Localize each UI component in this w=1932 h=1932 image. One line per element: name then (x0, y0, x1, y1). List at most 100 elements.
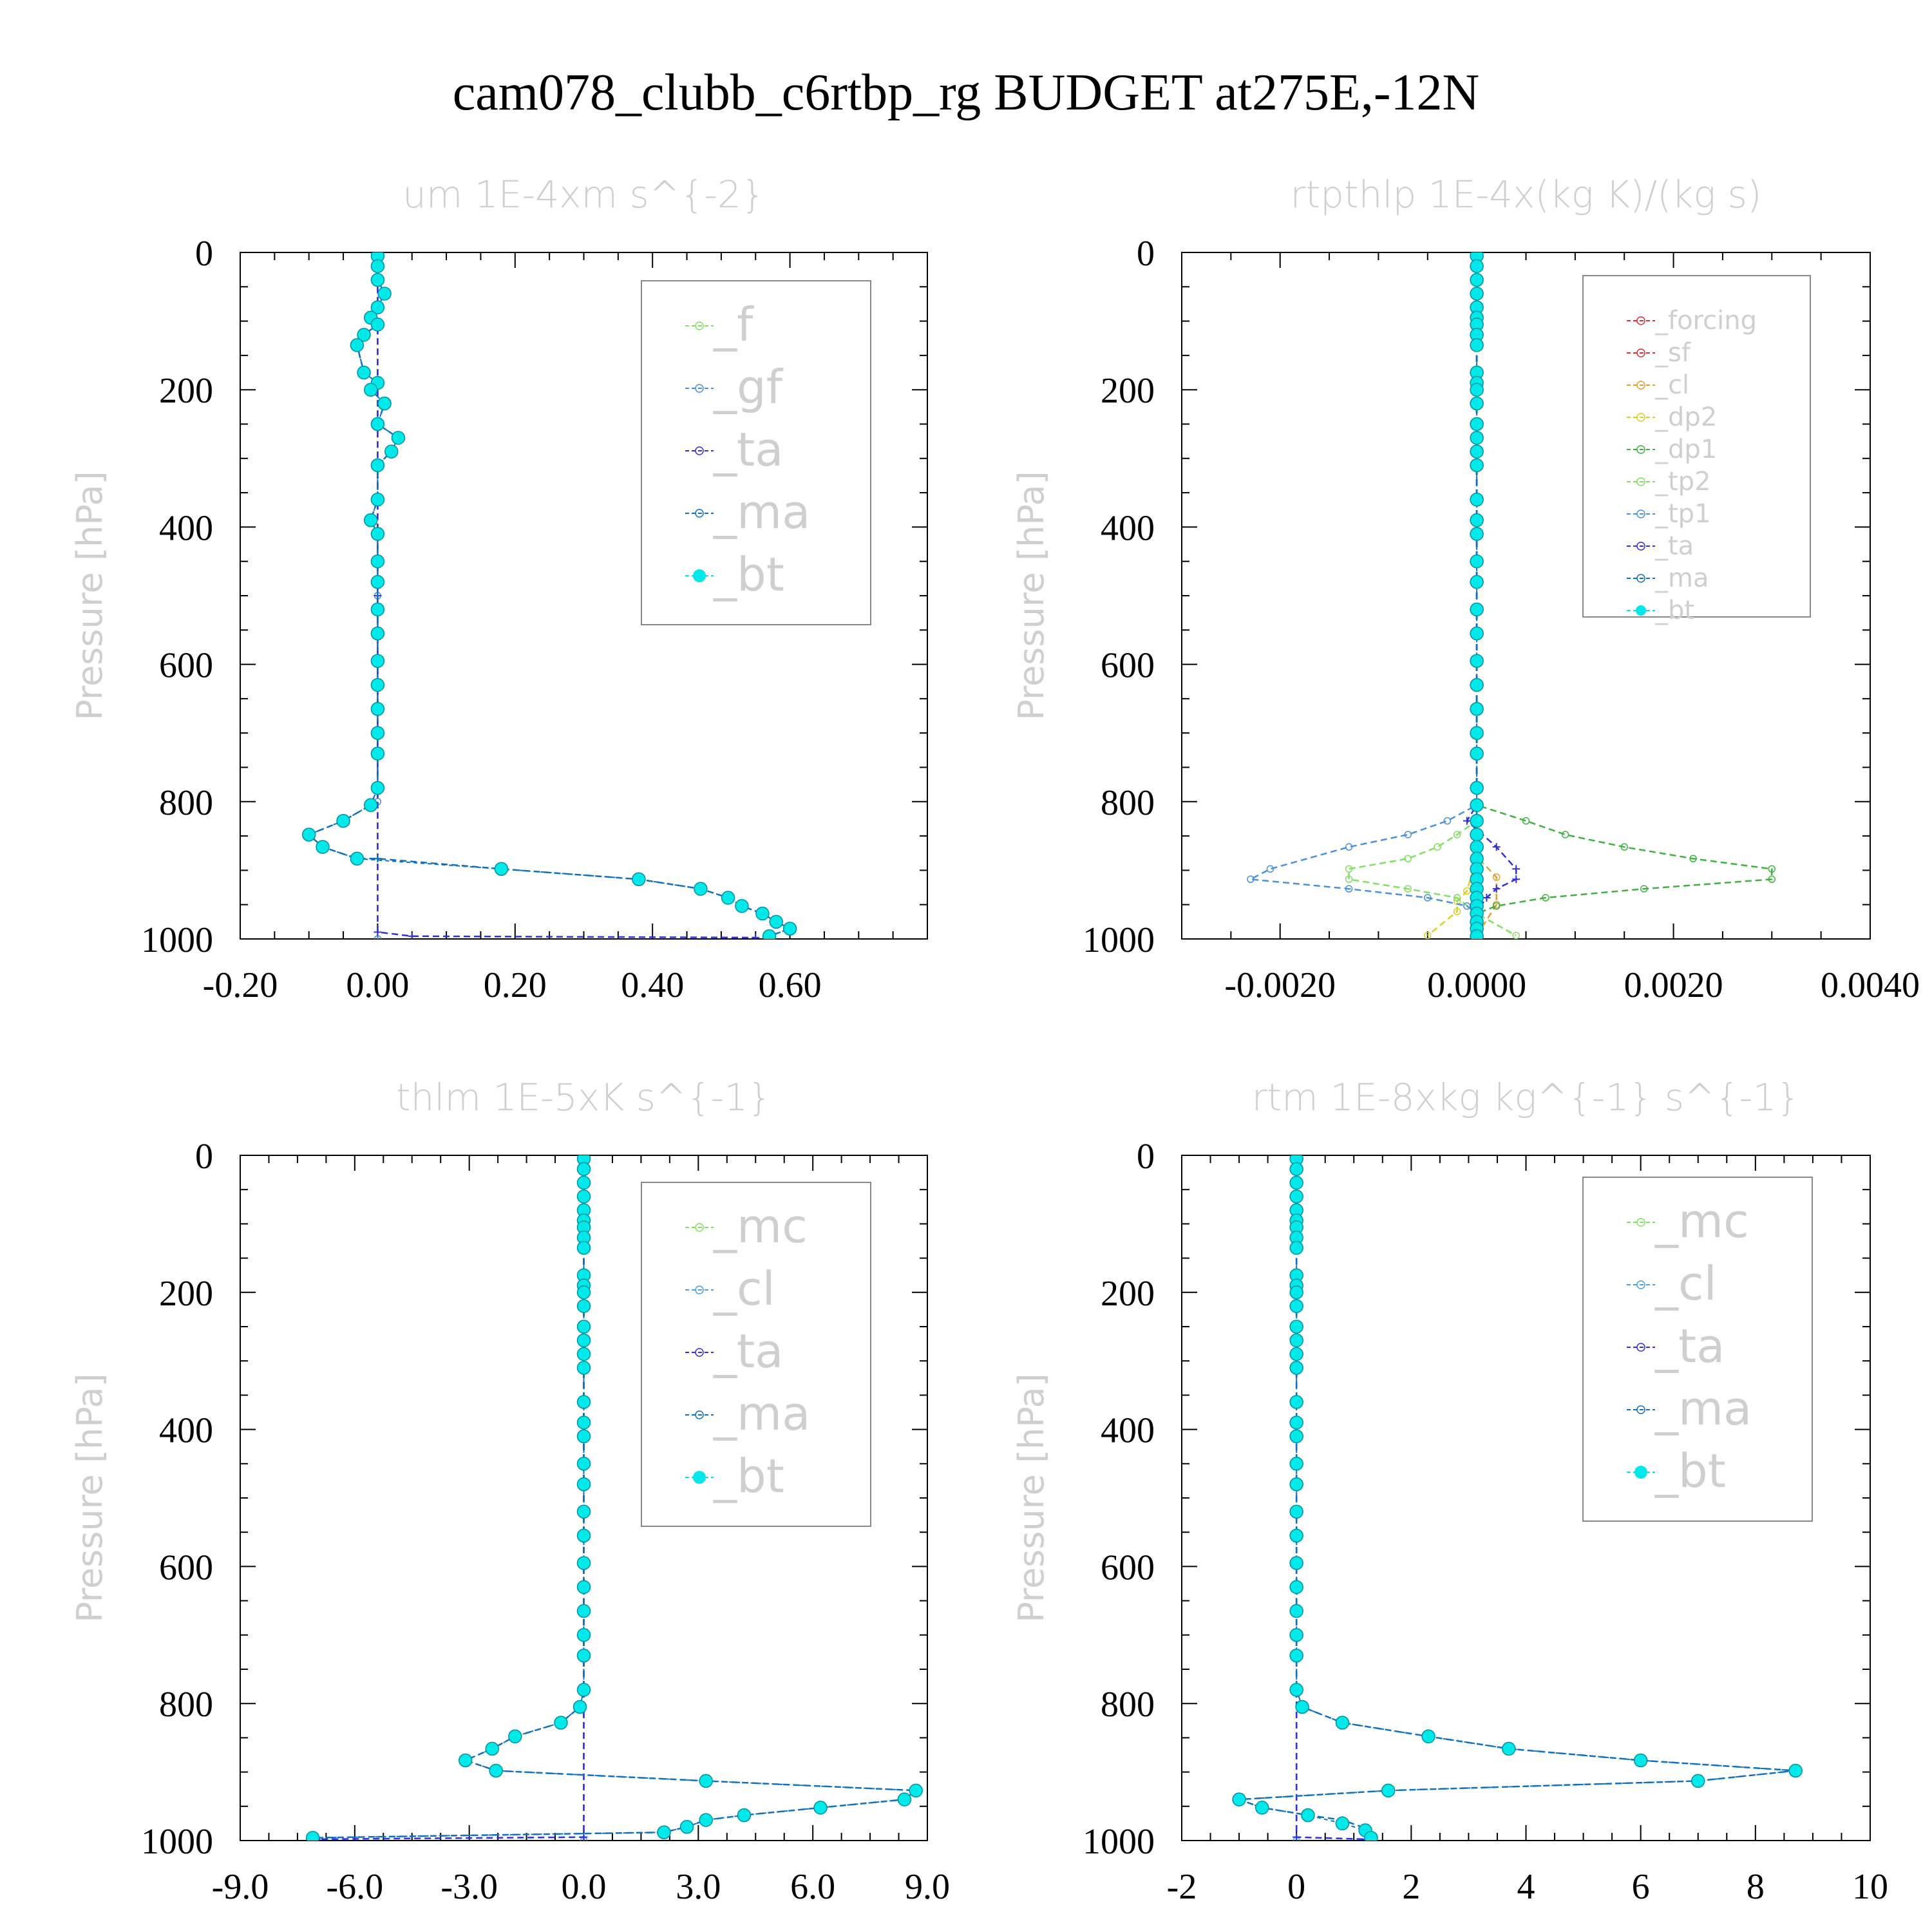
x-tick-label: 2 (1402, 1867, 1420, 1907)
data-point-bt (370, 781, 385, 795)
data-point-tp1 (1424, 894, 1432, 902)
data-point-bt (576, 1240, 591, 1255)
panel-3: thlm 1E-5xK s^{-1} Pressure [hPa] 0 200 400 6… (70, 1075, 950, 1907)
legend-label: _dp2 (1654, 402, 1717, 432)
data-point-bt (721, 891, 735, 905)
x-tick-label: 3.0 (676, 1867, 721, 1907)
data-point-dp1 (1768, 875, 1776, 884)
legend-marker (1636, 413, 1645, 422)
data-point-bt (1691, 1774, 1705, 1788)
data-point-bt (576, 1175, 591, 1190)
legend-label: _mc (1654, 1194, 1749, 1248)
data-point-dp1 (1689, 855, 1697, 863)
data-point-bt (1470, 527, 1484, 541)
data-point-bt (576, 1347, 591, 1361)
data-point-dp1 (1640, 885, 1648, 893)
legend-label: _dp1 (1654, 435, 1717, 464)
data-point-dp1 (1620, 843, 1628, 851)
data-point-bt (1470, 840, 1484, 854)
legend-label: _ma (1654, 564, 1709, 593)
data-point-bt (1289, 1361, 1303, 1375)
x-tick-label: 0.0040 (1821, 965, 1920, 1005)
data-point-bt (301, 828, 316, 842)
data-point-bt (489, 1763, 503, 1778)
data-point-bt (1289, 1628, 1303, 1642)
data-point-tp2 (1512, 931, 1520, 939)
data-point-bt (370, 602, 385, 617)
data-point-tp1 (1404, 831, 1412, 838)
x-tick-label: -6.0 (327, 1867, 384, 1907)
x-tick-label: 0 (1287, 1867, 1305, 1907)
legend-label: _bt (713, 547, 784, 601)
data-point-bt (576, 1628, 591, 1642)
y-tick-label: 600 (159, 1548, 213, 1587)
data-point-bt (1289, 1395, 1303, 1409)
y-tick-label: 1000 (1083, 920, 1155, 960)
data-point-dp1 (1542, 894, 1549, 902)
series-line-tp1 (1247, 252, 1478, 914)
data-point-bt (458, 1753, 473, 1768)
data-point-bt (1289, 1240, 1303, 1255)
y-tick-label: 0 (195, 234, 213, 274)
legend-marker (1636, 605, 1646, 616)
legend-label: _bt (1654, 1444, 1726, 1498)
legend-label: _mc (713, 1199, 808, 1253)
data-point-bt (1470, 396, 1484, 411)
legend-marker (1636, 542, 1645, 551)
data-point-bt (377, 287, 392, 301)
data-point-bt (370, 654, 385, 668)
y-tick-label: 600 (159, 646, 213, 686)
data-point-dp2 (1463, 887, 1471, 895)
data-point-bt (1289, 1162, 1303, 1177)
legend-label: _cl (713, 1262, 775, 1316)
legend-marker (1636, 381, 1645, 390)
legend-box (641, 280, 871, 625)
data-point-bt (363, 513, 378, 527)
y-tick-label: 400 (159, 508, 213, 548)
y-tick-label: 800 (159, 1685, 213, 1725)
legend-marker (695, 1410, 704, 1419)
x-tick-label: -9.0 (212, 1867, 269, 1907)
data-point-bt (1289, 1648, 1303, 1663)
x-tick-label: 0.20 (484, 965, 547, 1005)
y-tick-label: 600 (1101, 646, 1155, 686)
data-point-dp2 (1453, 907, 1461, 916)
data-point-bt (377, 396, 392, 411)
legend-marker (695, 446, 704, 455)
legend-marker (695, 509, 704, 518)
x-tick-label: 4 (1517, 1867, 1535, 1907)
data-point-bt (576, 1580, 591, 1595)
data-point-bt (370, 300, 385, 315)
data-point-ma (374, 855, 382, 863)
data-point-ta (1293, 1833, 1301, 1841)
data-point-bt (370, 458, 385, 473)
data-point-bt (316, 840, 330, 854)
data-point-bt (576, 1416, 591, 1430)
data-point-bt (1470, 493, 1484, 507)
data-point-bt (1335, 1716, 1350, 1730)
data-point-bt (1289, 1604, 1303, 1618)
data-point-bt (576, 1504, 591, 1519)
data-point-bt (576, 1457, 591, 1471)
legend: _forcing_sf_cl_dp2 _dp1 _tp2_tp1_ta _ma _bt (1582, 275, 1811, 625)
data-point-bt (1470, 626, 1484, 641)
data-point-bt (357, 328, 371, 342)
x-tick-label: -2 (1167, 1867, 1197, 1907)
data-point-bt (576, 1162, 591, 1177)
data-point-bt (1470, 417, 1484, 431)
data-point-bt (1289, 1504, 1303, 1519)
data-point-bt (1289, 1189, 1303, 1204)
data-point-dp2 (1424, 931, 1432, 939)
data-point-ta (1512, 865, 1520, 873)
y-tick-label: 200 (1101, 371, 1155, 411)
legend-marker (693, 569, 706, 582)
y-tick-label: 1000 (141, 1822, 213, 1862)
series-group (301, 252, 797, 939)
data-point-bt (1289, 1299, 1303, 1313)
data-point-bt (1470, 781, 1484, 795)
data-point-ta (1512, 875, 1520, 884)
series-line-ta (316, 1155, 585, 1841)
legend-label: _ta (713, 422, 783, 477)
data-point-bt (1289, 1416, 1303, 1430)
